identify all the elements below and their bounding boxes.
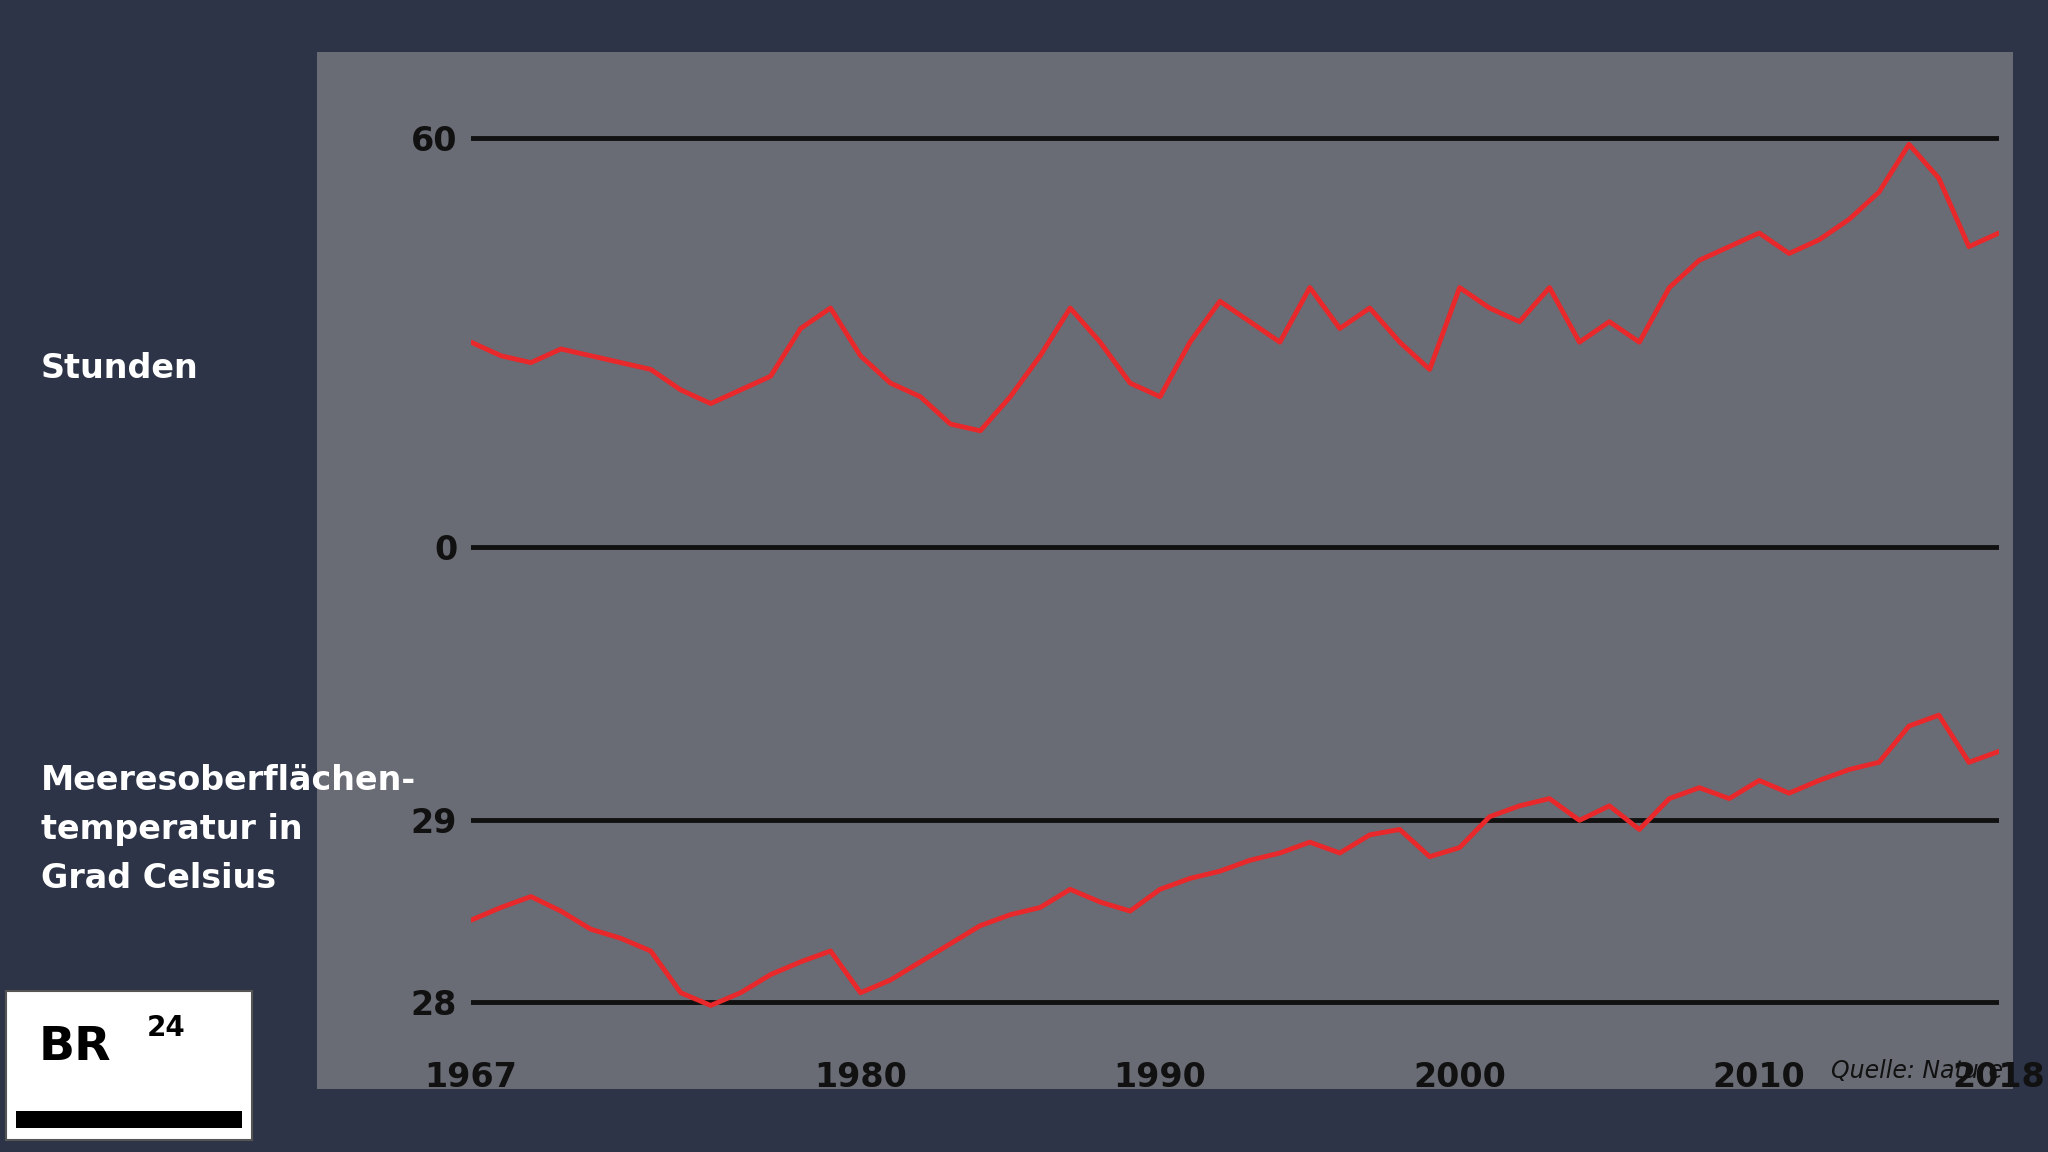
Bar — [16, 1111, 242, 1129]
Text: Stunden: Stunden — [41, 351, 199, 385]
Text: Quelle: Nature: Quelle: Nature — [1831, 1059, 2003, 1083]
Text: 24: 24 — [147, 1014, 184, 1043]
Text: BR: BR — [39, 1025, 111, 1070]
Text: Meeresoberflächen-
temperatur in
Grad Celsius: Meeresoberflächen- temperatur in Grad Ce… — [41, 764, 416, 895]
